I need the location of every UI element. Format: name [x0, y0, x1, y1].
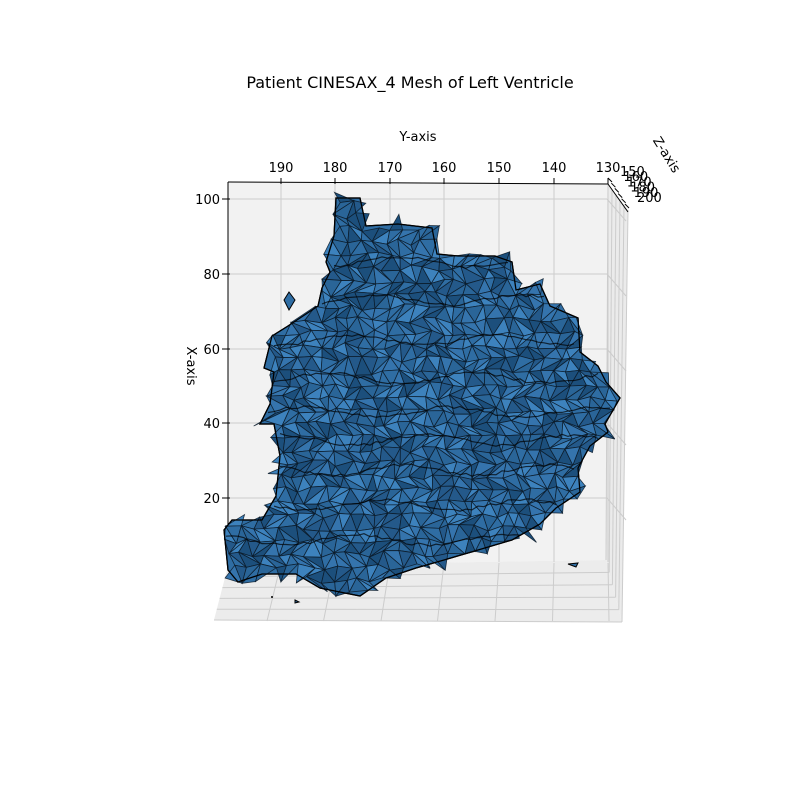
- z-tick-label: 180: [630, 181, 655, 196]
- y-tick-label: 150: [487, 161, 512, 176]
- z-tick-mark: [621, 198, 626, 204]
- z-tick-label: 170: [627, 175, 652, 190]
- slice-contour: [273, 371, 599, 385]
- x-tick-label: 100: [195, 193, 220, 208]
- y-tick-label: 130: [596, 161, 621, 176]
- y-axis-label: Y-axis: [398, 130, 436, 145]
- mesh-fragment: [271, 596, 273, 598]
- mesh-surface: [223, 191, 621, 604]
- slice-contour: [279, 432, 599, 447]
- z-tick-mark: [624, 203, 630, 209]
- slice-contour: [267, 405, 611, 419]
- chart-title: Patient CINESAX_4 Mesh of Left Ventricle: [246, 73, 573, 93]
- z-axis-label: Z-axis: [649, 134, 683, 176]
- grid-line: [606, 422, 627, 446]
- grid-line: [605, 183, 609, 561]
- z-tick-label: 160: [623, 170, 648, 185]
- x-tick-label: 20: [203, 492, 220, 507]
- y-tick-label: 180: [323, 161, 348, 176]
- grid-line: [606, 198, 627, 222]
- slice-contour: [273, 498, 557, 512]
- mesh-fragment: [283, 291, 296, 312]
- z-axis-line: [607, 183, 629, 213]
- z-tick-mark: [617, 193, 623, 198]
- grid-line: [618, 204, 625, 610]
- grid-line: [611, 194, 617, 585]
- y-tick-label: 160: [432, 161, 457, 176]
- grid-line: [222, 584, 613, 589]
- slice-contour: [279, 463, 575, 478]
- y-tick-label: 170: [378, 161, 403, 176]
- grid-line: [437, 562, 445, 622]
- z-tick-label: 200: [637, 191, 662, 206]
- z-tick-mark: [614, 188, 620, 193]
- mesh-face: [432, 552, 449, 572]
- slice-contour: [333, 256, 509, 269]
- z-tick-label: 150: [620, 165, 645, 180]
- grid-line: [225, 571, 610, 578]
- grid-line: [621, 209, 629, 623]
- mesh-fragment: [294, 599, 301, 604]
- grid-line: [606, 273, 627, 297]
- slice-contour: [225, 533, 521, 547]
- grid-line: [608, 189, 613, 573]
- y-tick-label: 140: [542, 161, 567, 176]
- mesh-face: [514, 525, 537, 543]
- y-tick-label: 190: [269, 161, 294, 176]
- z-tick-label: 190: [634, 186, 659, 201]
- mesh-face: [592, 422, 616, 440]
- slice-contour: [273, 333, 575, 347]
- tick-labels: 190 180 170 160 150 140 1302040608010015016017…: [195, 161, 662, 507]
- z-tick-mark: [607, 177, 613, 183]
- x-axis-label: X-axis: [183, 347, 198, 386]
- mesh-face: [525, 515, 543, 531]
- mesh-face: [381, 569, 402, 579]
- grid-line: [606, 348, 627, 372]
- grid-line: [213, 619, 623, 623]
- x-tick-label: 40: [203, 417, 220, 432]
- mesh-face: [306, 576, 328, 593]
- grid-line: [219, 596, 616, 599]
- grid-line: [494, 562, 500, 622]
- x-tick-label: 80: [203, 268, 220, 283]
- z-tick-mark: [611, 182, 616, 188]
- mesh-edge: [223, 197, 621, 597]
- mesh-face: [579, 434, 597, 454]
- y-axis-line: [227, 181, 609, 185]
- slice-contour: [321, 292, 545, 307]
- mesh-fragment: [567, 562, 579, 568]
- mesh-face: [447, 542, 467, 555]
- grid-line: [606, 497, 627, 521]
- x-tick-label: 60: [203, 343, 220, 358]
